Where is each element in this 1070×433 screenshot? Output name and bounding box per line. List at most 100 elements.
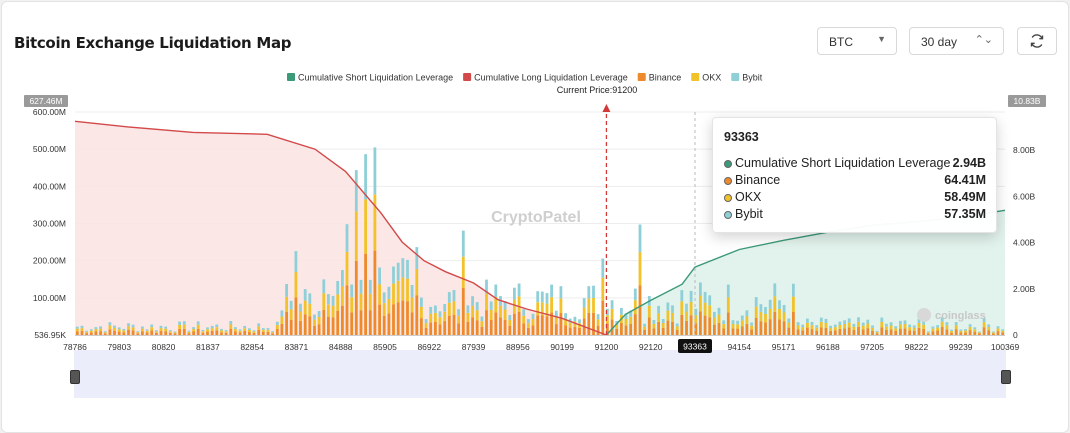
bar-segment [703, 291, 707, 303]
bar-segment [285, 296, 288, 312]
bar-segment [229, 321, 233, 325]
bar-segment [410, 297, 414, 313]
tooltip-row-value: 58.49M [944, 190, 986, 204]
bar-segment [903, 328, 907, 335]
bar-segment [122, 330, 126, 333]
bar-segment [861, 325, 865, 330]
bar-segment [787, 318, 791, 323]
range-handle-right[interactable] [1001, 370, 1011, 384]
bar-segment [531, 313, 535, 320]
bar-segment [773, 311, 777, 335]
bar-segment [322, 279, 326, 294]
bar-segment [527, 323, 530, 328]
bar-segment [461, 230, 465, 257]
bar-segment [489, 309, 493, 320]
bar-segment [113, 330, 116, 335]
bar-segment [299, 320, 302, 335]
bar-segment [261, 328, 265, 330]
bar-segment [257, 326, 261, 330]
bar-segment [466, 312, 470, 322]
bar-segment [550, 312, 553, 335]
bar-segment [843, 324, 846, 329]
range-handle-left[interactable] [70, 370, 80, 384]
bar-segment [945, 325, 949, 330]
legend-swatch [637, 73, 646, 81]
bar-segment [722, 320, 726, 324]
bar-segment [396, 302, 400, 335]
bar-segment [122, 328, 126, 331]
bar-segment [578, 327, 581, 335]
bar-segment [452, 290, 456, 302]
bar-segment [136, 332, 140, 334]
bar-segment [531, 319, 535, 326]
bar-segment [364, 199, 367, 254]
bar-segment [410, 285, 414, 298]
refresh-button[interactable] [1017, 27, 1057, 55]
bar-segment [275, 321, 279, 325]
bar-segment [545, 293, 549, 304]
bar-segment [159, 325, 163, 329]
bar-segment [559, 286, 563, 299]
x-tick: 78786 [63, 342, 87, 352]
bar-segment [754, 297, 758, 307]
bar-segment [582, 298, 586, 308]
bar-segment [485, 310, 488, 335]
bar-segment [750, 322, 753, 326]
bar-segment [238, 329, 242, 331]
tooltip-row-bybit: Bybit 57.35M [724, 207, 986, 223]
bar-segment [801, 324, 805, 328]
bar-segment [531, 325, 535, 335]
bar-segment [117, 331, 121, 335]
bar-segment [303, 300, 307, 315]
bar-segment [220, 328, 223, 331]
bar-segment [964, 330, 967, 333]
bar-segment [303, 289, 307, 301]
bar-segment [666, 310, 670, 321]
bar-segment [196, 321, 200, 325]
range-scrollbar[interactable] [74, 350, 1006, 398]
bar-segment [764, 322, 767, 335]
bar-segment [327, 304, 330, 317]
bar-segment [885, 323, 888, 327]
bar-segment [671, 305, 674, 313]
bar-segment [638, 285, 642, 335]
bar-segment [359, 310, 363, 335]
tooltip-row-binance: Binance 64.41M [724, 173, 986, 189]
bar-segment [173, 331, 177, 333]
bar-segment [610, 319, 614, 335]
y-right-max-label: 10.83B [1014, 96, 1041, 106]
bar-segment [322, 293, 326, 310]
bar-segment [103, 332, 107, 334]
bar-segment [522, 315, 526, 324]
bar-segment [280, 323, 284, 335]
x-tick: 95171 [772, 342, 796, 352]
long-curve [74, 120, 607, 336]
bar-segment [308, 293, 312, 304]
coin-select[interactable]: BTC ▼ [817, 27, 897, 55]
x-tick: 92120 [639, 342, 663, 352]
bar-segment [838, 321, 842, 325]
bar-segment [108, 322, 112, 326]
bar-segment [838, 329, 842, 335]
legend-label: OKX [702, 73, 721, 83]
bar-segment [331, 317, 335, 335]
bar-segment [201, 329, 205, 332]
bar-segment [852, 326, 856, 330]
bar-segment [471, 296, 474, 306]
bar-segment [266, 331, 270, 335]
caret-down-icon: ▼ [877, 34, 886, 44]
bar-segment [726, 312, 730, 335]
coin-select-label: BTC [829, 35, 853, 49]
bar-segment [573, 326, 577, 335]
period-select[interactable]: 30 day ⌃⌄ [909, 27, 1004, 55]
bar-segment [694, 308, 698, 316]
bar-segment [596, 319, 600, 326]
bar-segment [750, 329, 753, 335]
bar-segment [973, 331, 977, 335]
x-tick: 86922 [417, 342, 441, 352]
bar-segment [866, 328, 870, 335]
bar-segment [596, 314, 600, 320]
bar-segment [675, 326, 679, 330]
bar-segment [559, 298, 563, 313]
bar-segment [703, 302, 707, 316]
